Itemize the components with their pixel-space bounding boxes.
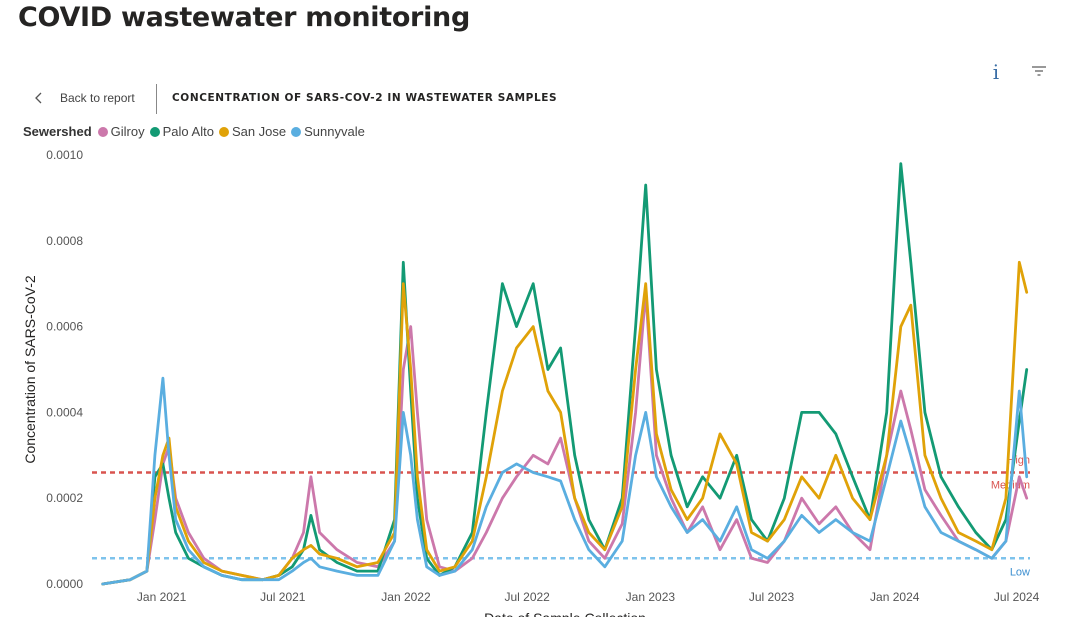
series-line-san-jose [101,260,1029,586]
chevron-left-icon [35,92,42,104]
legend-title: Sewershed [23,124,92,139]
x-tick-label: Jul 2024 [994,590,1040,604]
legend-dot [218,126,229,137]
back-to-report-button[interactable]: Back to report [34,88,135,108]
back-to-report-label: Back to report [60,91,135,105]
legend-item-palo-alto[interactable]: Palo Alto [149,124,214,139]
legend: Sewershed Gilroy Palo Alto San Jose Sunn… [23,124,370,139]
x-tick-label: Jul 2022 [504,590,550,604]
series-line-sunnyvale [101,376,1029,586]
y-tick-label: 0.0006 [46,320,83,334]
series-line-palo-alto [101,162,1029,586]
filter-icon[interactable] [1030,64,1048,78]
legend-item-sunnyvale[interactable]: Sunnyvale [291,124,365,139]
y-axis-title: Concentration of SARS-CoV-2 [22,275,38,464]
x-axis-title: Date of Sample Collection [484,610,646,617]
line-chart[interactable]: 0.0000 0.0002 0.0004 0.0006 0.0008 0.0010 Jan … [0,140,1080,617]
visual-title: CONCENTRATION OF SARS-COV-2 IN WASTEWATE… [172,92,558,104]
header-divider [156,84,157,114]
info-icon[interactable]: i [992,60,1000,84]
y-tick-label: 0.0008 [46,234,83,248]
y-tick-label: 0.0000 [46,577,83,591]
legend-dot [97,126,108,137]
legend-item-gilroy[interactable]: Gilroy [97,124,145,139]
page-title: COVID wastewater monitoring [18,2,470,33]
x-tick-label: Jan 2021 [137,590,187,604]
legend-label: Palo Alto [162,124,214,139]
legend-item-san-jose[interactable]: San Jose [218,124,287,139]
x-tick-label: Jan 2023 [626,590,676,604]
x-tick-label: Jan 2022 [381,590,431,604]
x-tick-label: Jan 2024 [870,590,920,604]
legend-dot [149,126,160,137]
y-tick-label: 0.0004 [46,405,83,419]
legend-label: Sunnyvale [304,124,365,139]
y-tick-label: 0.0010 [46,148,83,162]
x-tick-label: Jul 2021 [260,590,306,604]
legend-label: Gilroy [110,124,145,139]
legend-dot [291,126,302,137]
legend-label: San Jose [231,124,287,139]
x-tick-label: Jul 2023 [749,590,795,604]
reference-line-label: Low [1010,566,1030,578]
y-tick-label: 0.0002 [46,491,83,505]
